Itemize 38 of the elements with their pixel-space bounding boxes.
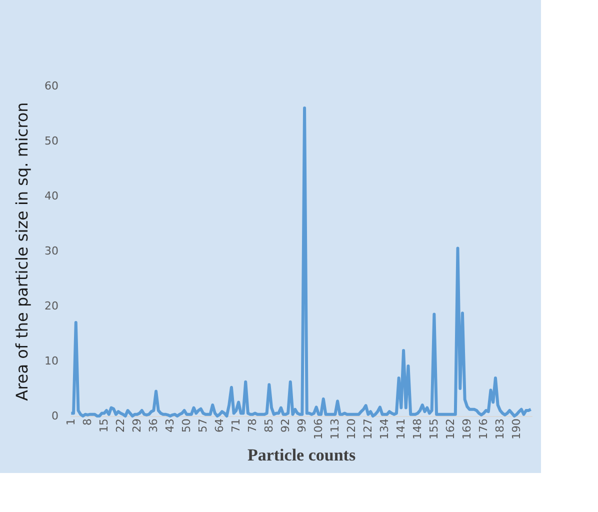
x-tick-label: 106 bbox=[312, 418, 326, 440]
y-tick-label: 60 bbox=[44, 80, 58, 92]
y-tick-label: 0 bbox=[52, 410, 58, 422]
x-tick-label: 29 bbox=[130, 418, 144, 432]
x-tick-label: 134 bbox=[378, 418, 392, 440]
x-tick-label: 190 bbox=[510, 418, 524, 440]
y-tick-label: 40 bbox=[44, 190, 58, 202]
x-tick-label: 15 bbox=[98, 418, 111, 432]
x-tick-label: 169 bbox=[460, 418, 474, 440]
x-tick-label: 50 bbox=[180, 418, 194, 432]
x-tick-label: 57 bbox=[196, 418, 210, 432]
x-tick-label: 141 bbox=[394, 418, 408, 440]
x-tick-label: 148 bbox=[411, 418, 424, 440]
x-tick-label: 162 bbox=[444, 418, 458, 440]
x-tick-label: 92 bbox=[279, 418, 292, 432]
x-tick-label: 43 bbox=[164, 418, 177, 432]
x-tick-label: 78 bbox=[246, 418, 260, 432]
x-tick-label: 36 bbox=[147, 418, 160, 432]
x-tick-label: 127 bbox=[362, 418, 375, 440]
y-axis-title: Area of the particle size in sq. micron bbox=[12, 102, 32, 401]
x-tick-label: 155 bbox=[428, 418, 441, 440]
line-series bbox=[70, 106, 532, 418]
x-tick-label: 113 bbox=[328, 418, 342, 440]
y-tick-label: 30 bbox=[44, 244, 58, 258]
x-tick-label: 183 bbox=[494, 418, 507, 440]
x-tick-label: 22 bbox=[114, 418, 128, 432]
x-tick-label: 99 bbox=[296, 418, 309, 432]
y-tick-label: 10 bbox=[44, 354, 58, 368]
y-tick-label: 20 bbox=[44, 300, 58, 312]
x-tick-label: 120 bbox=[345, 418, 358, 440]
x-tick-label: 1 bbox=[64, 418, 78, 426]
x-tick-label: 71 bbox=[230, 418, 243, 432]
x-tick-label: 85 bbox=[262, 418, 276, 432]
x-tick-label: 176 bbox=[477, 418, 490, 440]
x-tick-label: 8 bbox=[81, 418, 94, 426]
x-tick-label: 64 bbox=[213, 418, 226, 432]
y-tick-label: 50 bbox=[44, 134, 58, 148]
x-axis-title: Particle counts bbox=[247, 445, 356, 464]
